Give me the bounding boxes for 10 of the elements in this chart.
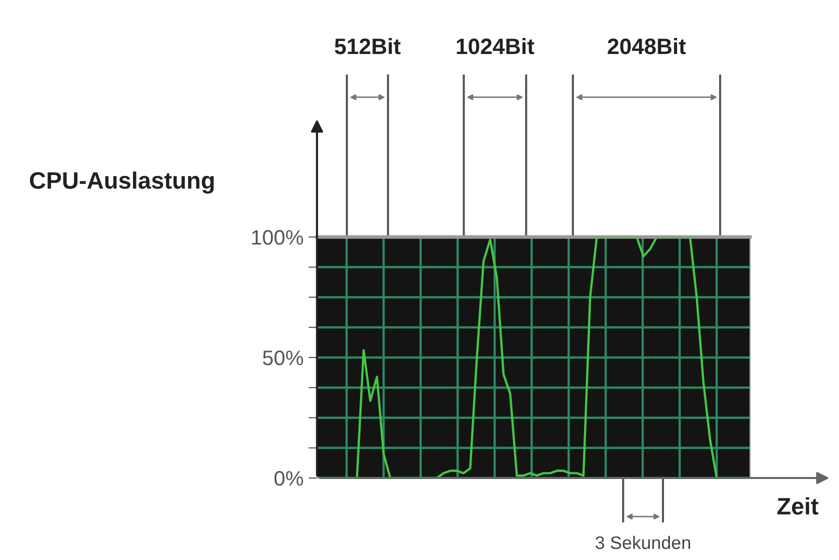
x-axis-title: Zeit	[777, 497, 818, 515]
y-tick-label: 50%	[262, 350, 304, 366]
text: 1024Bit	[456, 38, 534, 54]
text: 2048Bit	[608, 38, 686, 54]
line-series	[317, 237, 750, 478]
y-tick-label: 0%	[274, 471, 304, 486]
text: 3 Sekunden	[596, 536, 690, 550]
y-tick-label: 100%	[252, 230, 304, 245]
text: 512Bit	[334, 38, 401, 54]
y-axis-title: CPU-Auslastung	[30, 172, 214, 194]
